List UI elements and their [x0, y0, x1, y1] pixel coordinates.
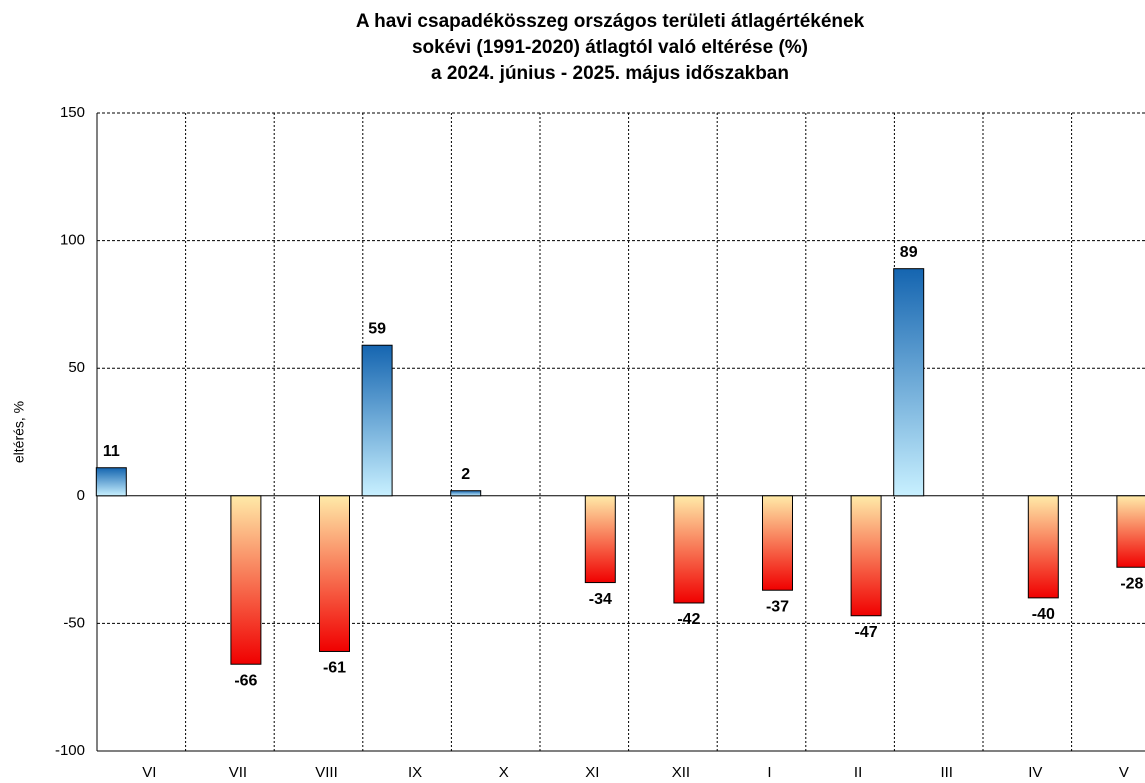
x-tick-label: III — [940, 764, 953, 781]
data-label: -61 — [323, 660, 346, 677]
y-tick-label: -100 — [55, 742, 85, 759]
data-label: 89 — [900, 244, 918, 261]
data-label: 2 — [461, 466, 470, 483]
bar — [319, 495, 350, 652]
x-tick-label: VI — [142, 764, 156, 781]
bar — [673, 495, 705, 604]
x-tick-label: II — [854, 764, 862, 781]
data-label: -66 — [234, 672, 257, 689]
data-label: 11 — [103, 443, 120, 460]
data-label: -28 — [1120, 575, 1143, 592]
bar — [584, 495, 616, 584]
bar — [850, 495, 882, 617]
bar — [361, 344, 393, 497]
chart-title: a 2024. június - 2025. május időszakban — [431, 63, 789, 84]
x-tick-label: VIII — [315, 764, 338, 781]
bar — [762, 495, 793, 591]
data-label: -40 — [1032, 606, 1055, 623]
x-tick-label: I — [767, 764, 771, 781]
bar — [1116, 495, 1145, 568]
x-tick-label: IV — [1028, 764, 1042, 781]
chart-title: A havi csapadékösszeg országos területi … — [356, 11, 865, 32]
data-label: -42 — [677, 611, 700, 628]
x-tick-label: V — [1119, 764, 1129, 781]
data-label: 59 — [368, 320, 386, 337]
y-tick-label: 100 — [60, 232, 85, 249]
x-tick-label: VII — [229, 764, 247, 781]
x-tick-label: IX — [408, 764, 422, 781]
x-tick-label: X — [499, 764, 509, 781]
bar — [1027, 495, 1059, 599]
bar — [230, 495, 262, 665]
x-tick-label: XI — [585, 764, 599, 781]
x-tick-label: XII — [672, 764, 690, 781]
chart-title: sokévi (1991-2020) átlagtól való eltérés… — [412, 37, 808, 58]
y-tick-label: -50 — [63, 614, 85, 631]
y-tick-label: 0 — [77, 487, 85, 504]
bar — [893, 268, 925, 497]
bar — [95, 467, 127, 497]
y-tick-label: 150 — [60, 104, 85, 121]
bar — [450, 490, 482, 497]
y-tick-label: 50 — [68, 359, 85, 376]
data-label: -37 — [766, 598, 789, 615]
data-label: -34 — [589, 591, 612, 608]
y-axis-label: eltérés, % — [11, 401, 27, 463]
data-label: -47 — [855, 624, 878, 641]
